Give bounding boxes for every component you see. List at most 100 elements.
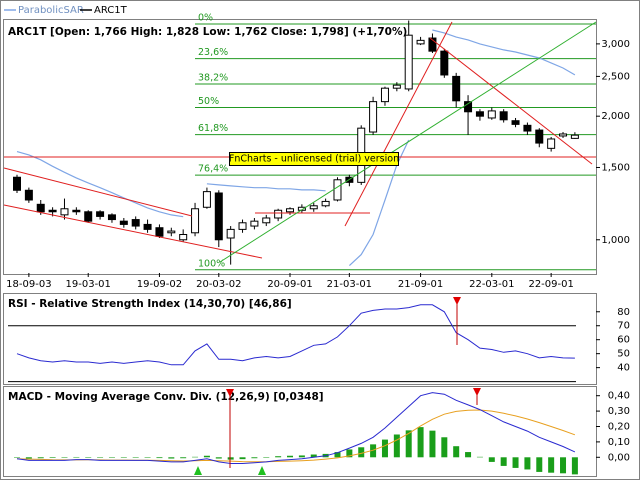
candle-body	[202, 191, 211, 208]
histogram-bar	[465, 452, 472, 458]
macd-pane	[3, 386, 597, 477]
candle-body	[36, 203, 45, 213]
histogram-bar	[287, 455, 294, 458]
x-tick-label: 22-03-01	[469, 279, 514, 290]
x-tick-label: 19-03-01	[66, 279, 111, 290]
histogram-bar	[49, 457, 56, 458]
sell-signal	[473, 388, 481, 396]
rsi-line	[16, 304, 575, 366]
histogram-bar	[215, 457, 222, 459]
histogram-bar	[536, 457, 543, 472]
trend-line	[219, 21, 597, 263]
histogram-bar	[97, 457, 104, 458]
candle-body	[523, 124, 532, 132]
histogram-bar	[144, 457, 151, 458]
candle-body	[96, 211, 105, 217]
x-tick-label: 19-09-02	[137, 279, 182, 290]
histogram-bar	[476, 456, 483, 458]
candle-body	[24, 189, 33, 201]
histogram-bar	[25, 457, 32, 459]
trend-line	[344, 21, 453, 227]
histogram-bar	[156, 457, 163, 459]
y-tick-label: 1,500	[601, 162, 630, 173]
histogram-bar	[524, 457, 531, 470]
histogram-bar	[263, 457, 270, 458]
candle-body	[392, 84, 401, 89]
histogram-bar	[548, 457, 555, 473]
histogram-bar	[203, 455, 210, 458]
histogram-bar	[512, 457, 519, 468]
candle-body	[416, 39, 425, 45]
candle-body	[72, 209, 81, 213]
fib-label: 61,8%	[198, 123, 228, 134]
fib-label: 0%	[198, 12, 213, 23]
fib-label: 50%	[198, 96, 219, 107]
histogram-bar	[334, 452, 341, 458]
histogram-bar	[168, 457, 175, 459]
x-tick-label: 20-09-01	[267, 279, 312, 290]
histogram-bar	[227, 457, 234, 460]
fib-label: 38,2%	[198, 72, 228, 83]
histogram-bar	[500, 457, 507, 466]
pane-title: RSI - Relative Strength Index (14,30,70)…	[8, 298, 292, 310]
candle-body	[143, 223, 152, 230]
y-tick-label: 0,10	[608, 437, 630, 448]
candle-body	[226, 228, 235, 239]
legend-entry: ARC1T	[94, 5, 128, 16]
histogram-bar	[441, 437, 448, 458]
histogram-bar	[429, 430, 436, 458]
candle-body	[262, 217, 271, 224]
candle-body	[499, 111, 508, 121]
watermark: FnCharts - unlicensed (trial) version	[229, 154, 399, 165]
fib-label: 76,4%	[198, 164, 228, 175]
legend-entry: ParabolicSAR	[18, 5, 84, 16]
histogram-bar	[37, 457, 44, 459]
histogram-bar	[358, 447, 365, 458]
histogram-bar	[381, 439, 388, 458]
fib-label: 100%	[198, 258, 225, 269]
sell-signal	[453, 297, 461, 305]
buy-signal	[258, 466, 266, 475]
candle-body	[191, 208, 200, 234]
histogram-bar	[560, 457, 567, 474]
histogram-bar	[488, 457, 495, 462]
candle-body	[60, 208, 69, 216]
histogram-bar	[85, 457, 92, 458]
histogram-bar	[275, 456, 282, 458]
histogram-bar	[108, 457, 115, 458]
chart-header: ARC1T [Open: 1,766 High: 1,828 Low: 1,76…	[8, 26, 407, 38]
candle-body	[475, 111, 484, 117]
trend-line	[3, 167, 193, 217]
histogram-bar	[370, 444, 377, 458]
x-tick-label: 18-09-03	[6, 279, 51, 290]
candle-body	[440, 50, 449, 76]
x-tick-label: 22-09-01	[528, 279, 573, 290]
x-tick-label: 21-03-01	[327, 279, 372, 290]
candle-body	[487, 110, 496, 119]
y-tick-label: 50	[617, 349, 630, 360]
candle-body	[131, 219, 140, 227]
histogram-bar	[180, 457, 187, 459]
histogram-bar	[405, 430, 412, 458]
candle-body	[333, 179, 342, 201]
histogram-bar	[192, 456, 199, 458]
candle-body	[13, 176, 21, 191]
price-pane	[3, 19, 597, 275]
watermark-box	[229, 152, 399, 166]
sell-signal	[226, 389, 234, 397]
candle-body	[428, 37, 437, 52]
histogram-bar	[61, 457, 68, 458]
candle-body	[309, 205, 318, 210]
y-tick-label: 80	[617, 307, 630, 318]
histogram-bar	[393, 434, 400, 458]
y-tick-label: 2,500	[601, 71, 630, 82]
candle-body	[559, 133, 568, 137]
header-bg	[6, 25, 394, 39]
histogram-bar	[417, 427, 424, 458]
candle-body	[570, 134, 579, 139]
macd-line	[16, 392, 576, 464]
candle-body	[452, 75, 461, 102]
histogram-bar	[239, 457, 246, 460]
x-tick-label: 20-03-02	[196, 279, 241, 290]
y-tick-label: 1,000	[601, 235, 630, 246]
